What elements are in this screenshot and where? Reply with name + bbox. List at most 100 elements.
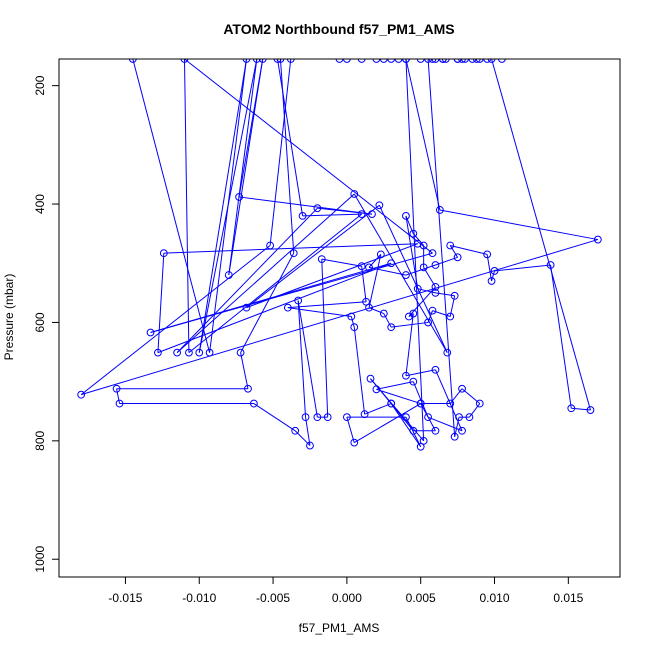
data-point [431, 365, 440, 374]
x-tick-label: -0.005 [256, 591, 290, 605]
data-point [431, 426, 440, 435]
x-tick-label: 0.000 [332, 591, 362, 605]
data-point [455, 413, 463, 422]
series-segment [376, 381, 414, 390]
data-point [424, 59, 432, 63]
series-segment [297, 300, 307, 418]
data-point [357, 210, 366, 219]
data-point [428, 59, 437, 63]
data-point [387, 59, 396, 63]
data-point [443, 348, 452, 357]
x-tick-label: -0.010 [182, 591, 216, 605]
data-point [404, 312, 413, 321]
data-point [289, 249, 298, 258]
y-axis-label: Pressure (mbar) [2, 274, 16, 361]
series-segment [368, 254, 382, 268]
data-point [235, 193, 244, 201]
series-segment [269, 59, 292, 246]
series-segment [321, 259, 329, 418]
data-point [159, 249, 168, 258]
data-point [593, 235, 602, 244]
data-point [441, 59, 450, 63]
series-segment [449, 245, 459, 258]
series-segment [486, 254, 493, 282]
series-segment [361, 266, 367, 302]
data-point [365, 263, 373, 272]
series-layer [77, 59, 602, 451]
data-point [446, 241, 455, 250]
series-segment [176, 207, 318, 353]
data-point [387, 323, 396, 332]
series-segment [368, 266, 407, 276]
series-segment [432, 310, 451, 317]
data-point [413, 284, 422, 293]
data-point [379, 309, 388, 318]
data-point [350, 323, 359, 332]
series-segment [378, 205, 448, 353]
data-point [468, 59, 477, 63]
data-point [483, 59, 492, 63]
chart-title: ATOM2 Northbound f57_PM1_AMS [223, 21, 454, 37]
series-segment [253, 403, 296, 432]
data-point [450, 291, 459, 300]
series-segment [228, 59, 258, 276]
data-point [77, 390, 86, 399]
series-segment [81, 239, 598, 396]
data-point [453, 59, 462, 63]
data-point [402, 413, 410, 422]
data-point [409, 377, 418, 386]
data-point [360, 410, 369, 419]
data-point [409, 426, 418, 435]
series-segment [353, 193, 448, 353]
data-point [249, 399, 258, 408]
data-point [242, 303, 251, 312]
data-point [416, 399, 425, 408]
data-point [342, 413, 351, 422]
series-segment [405, 416, 422, 447]
data-point [357, 59, 366, 63]
data-point [402, 59, 410, 63]
series-segment [116, 388, 121, 404]
series-segment [163, 243, 418, 254]
series-segment [391, 321, 429, 328]
series-segment [287, 307, 352, 318]
data-point [376, 250, 385, 259]
data-point [283, 303, 292, 312]
data-point [431, 59, 440, 63]
data-point [458, 384, 466, 393]
series-segment [176, 193, 355, 354]
series-segment [305, 417, 311, 446]
series-segment [491, 270, 495, 282]
series-segment [550, 264, 572, 409]
data-point [313, 413, 322, 422]
series-segment [450, 244, 488, 255]
y-tick-label: 800 [33, 431, 47, 451]
data-point [416, 59, 425, 63]
data-point [387, 399, 396, 408]
series-segment [494, 264, 551, 272]
data-point [394, 59, 403, 63]
data-point [350, 438, 359, 447]
data-point [342, 59, 351, 63]
plot-frame [58, 58, 621, 578]
series-segment [405, 59, 425, 441]
series-segment [246, 204, 380, 309]
data-point [313, 204, 322, 213]
data-point [242, 59, 251, 63]
series-segment [368, 254, 382, 308]
data-point [372, 59, 381, 63]
data-point [375, 201, 384, 210]
series-segment [435, 256, 458, 266]
data-point [252, 59, 261, 63]
series-segment [364, 403, 392, 415]
y-tick-label: 600 [33, 312, 47, 332]
series-segment [188, 213, 362, 354]
series-segment [405, 215, 419, 289]
data-point [350, 190, 359, 198]
x-tick-label: 0.005 [406, 591, 436, 605]
series-segment [427, 416, 463, 432]
series-segment [150, 252, 433, 333]
data-point [419, 241, 428, 250]
series-segment [157, 253, 165, 353]
data-point [154, 348, 162, 357]
